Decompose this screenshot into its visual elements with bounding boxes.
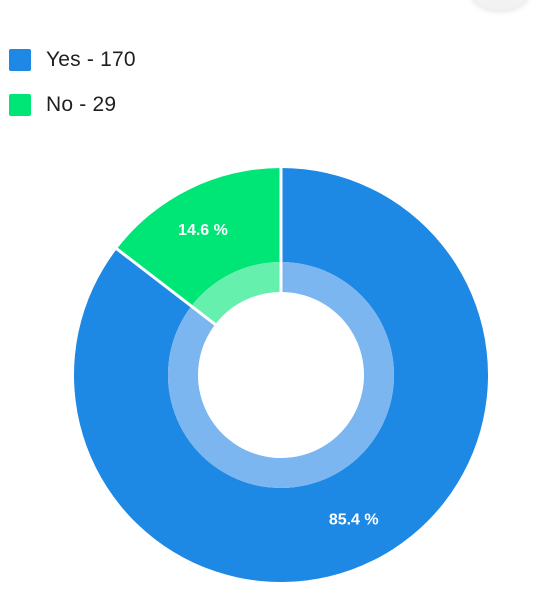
- slice-inner-no: [191, 262, 281, 325]
- legend-swatch-yes: [9, 49, 31, 71]
- slice-separator: [115, 247, 217, 326]
- legend-item-no[interactable]: No - 29: [9, 89, 136, 121]
- slices-group: [74, 167, 489, 582]
- legend-label-yes: Yes - 170: [46, 48, 136, 71]
- slice-outer-no[interactable]: [116, 168, 281, 307]
- data-label-no: 14.6 %: [178, 222, 228, 239]
- data-label-yes: 85.4 %: [329, 512, 379, 529]
- slice-outer-yes[interactable]: [74, 168, 489, 582]
- legend-label-no: No - 29: [46, 93, 117, 116]
- labels-group: 85.4 % 14.6 %: [178, 222, 379, 529]
- legend-item-yes[interactable]: Yes - 170: [9, 44, 136, 76]
- header-corner-shape: [470, 0, 530, 10]
- chart-legend: Yes - 170 No - 29: [9, 44, 136, 134]
- legend-swatch-no: [9, 94, 31, 116]
